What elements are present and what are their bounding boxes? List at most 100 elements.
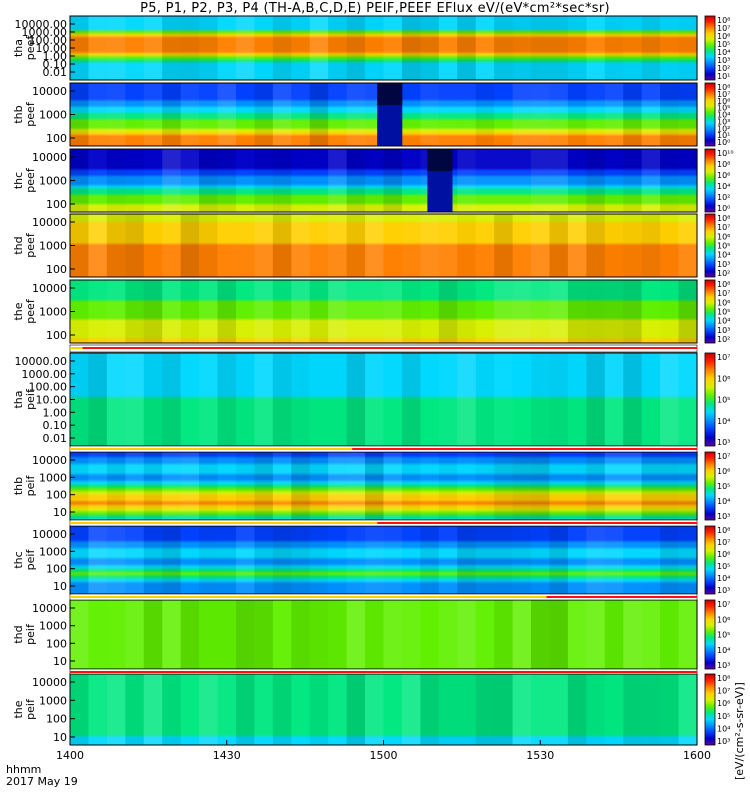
- spectrogram-column: [678, 280, 698, 343]
- spectrogram-column-shade: [309, 526, 329, 594]
- spectrogram-column-shade: [549, 353, 569, 446]
- spectrogram-column: [401, 214, 421, 277]
- date-label: 2017 May 19: [6, 775, 78, 788]
- spectrogram-column: [549, 83, 569, 146]
- spectrogram-column-shade: [143, 452, 163, 520]
- spectrogram-column-shade: [512, 214, 532, 277]
- y-tick-label: 1000: [39, 175, 67, 188]
- panel-ylabel-product: peef: [24, 167, 37, 193]
- y-tick-label: 10000: [32, 602, 67, 615]
- colorbar-tick-label: 10⁸: [717, 280, 730, 289]
- colorbar-tick-label: 10¹: [717, 72, 730, 81]
- spectrogram-column-shade: [125, 214, 145, 277]
- spectrogram-column: [623, 83, 643, 146]
- colorbar-tick-label: 10²: [717, 335, 730, 344]
- spectrogram-column-shade: [512, 280, 532, 343]
- spectrogram-column: [494, 353, 514, 446]
- spectrogram-column: [457, 452, 477, 520]
- spectrogram-column: [88, 600, 108, 669]
- spectrogram-column: [106, 280, 126, 343]
- spectrogram-column-shade: [531, 214, 551, 277]
- spectrogram-column-shade: [199, 526, 219, 594]
- spectrogram-column: [678, 214, 698, 277]
- spectrogram-column-shade: [217, 353, 237, 446]
- spectrogram-column: [660, 353, 680, 446]
- spectrogram-column: [494, 16, 514, 80]
- spectrogram-column-shade: [125, 674, 145, 745]
- spectrogram-column-shade: [678, 149, 698, 212]
- mode-separator-strip: [69, 593, 698, 601]
- spectrogram-column-shade: [218, 600, 237, 669]
- colorbar-tick-label: 10⁶: [717, 699, 730, 708]
- spectrogram-column: [143, 674, 163, 745]
- colorbar-tick-label: 10⁰: [717, 204, 730, 213]
- spectrogram-column-shade: [567, 16, 587, 80]
- colorbar-tick-label: 10⁷: [717, 353, 730, 362]
- spectrogram-column-shade: [162, 280, 182, 343]
- spectrogram-column-shade: [88, 526, 108, 594]
- colorbar-tick-label: 10⁴: [717, 646, 730, 655]
- spectrogram-column: [328, 353, 348, 446]
- spectrogram-column-shade: [586, 83, 606, 146]
- colorbar-tick-label: 10²: [717, 124, 730, 133]
- spectrogram-column-shade: [272, 280, 292, 343]
- spectrogram-column-shade: [604, 16, 624, 80]
- panel-thc-peif: 10000 1000 100 10 thc peif 10⁸ 10⁷ 10⁶ 10⁵ 10⁴ 10³: [12, 525, 730, 595]
- spectrogram-column-shade: [346, 674, 366, 745]
- panel-ylabel-product: peif: [24, 475, 37, 497]
- spectrogram-column-shade: [623, 600, 643, 669]
- spectrogram-column-shade: [70, 214, 90, 277]
- spectrogram-column-shade: [346, 600, 366, 669]
- spectrogram-column-shade: [512, 526, 532, 594]
- spectrogram-column: [272, 526, 292, 594]
- spectrogram-column-shade: [162, 83, 182, 146]
- spectrogram-column: [180, 674, 200, 745]
- spectrogram-column-shade: [660, 149, 680, 212]
- spectrogram-column: [70, 149, 90, 212]
- spectrogram-column: [346, 280, 366, 343]
- colorbar-tick-label: 10⁸: [717, 214, 730, 223]
- spectrogram-column-shade: [272, 600, 292, 669]
- spectrogram-column-shade: [457, 83, 477, 146]
- spectrogram-column-shade: [199, 149, 219, 212]
- spectrogram-column-shade: [88, 452, 108, 520]
- spectrogram-column-shade: [199, 452, 219, 520]
- spectrogram-column: [235, 149, 256, 212]
- spectrogram-column: [678, 526, 698, 594]
- spectrogram-column: [512, 674, 532, 745]
- spectrogram-column: [660, 149, 680, 212]
- spectrogram-column: [438, 353, 458, 446]
- spectrogram-column: [623, 280, 643, 343]
- spectrogram-column: [235, 280, 256, 343]
- spectrogram-column: [217, 149, 237, 212]
- spectrogram-column-shade: [678, 452, 698, 520]
- spectrogram-column: [328, 280, 348, 343]
- spectrogram-column: [106, 214, 126, 277]
- spectrogram-column: [586, 674, 606, 745]
- spectrogram-column-shade: [254, 452, 274, 520]
- spectrogram-column-shade: [401, 353, 421, 446]
- colorbar: [704, 279, 716, 344]
- spectrogram-column-shade: [70, 674, 90, 745]
- colorbar-tick-label: 10³: [717, 661, 730, 670]
- spectrogram-column: [199, 83, 219, 146]
- colorbar-tick-label: 10³: [717, 438, 730, 447]
- y-tick-label: 100: [46, 637, 67, 650]
- colorbar-tick-label: 10⁷: [717, 24, 730, 33]
- spectrogram-column-shade: [162, 600, 182, 669]
- spectrogram-column: [604, 16, 624, 80]
- spectrogram-column-shade: [401, 600, 421, 669]
- panel-ylabel-product: peef: [24, 35, 37, 61]
- colorbar-tick-label: 10³: [717, 586, 730, 595]
- spectrogram-column: [567, 353, 587, 446]
- spectrogram-column: [106, 674, 126, 745]
- colorbar-tick-label: 10⁴: [717, 497, 730, 506]
- y-tick-label: 1.00: [43, 406, 68, 419]
- spectrogram-column-shade: [512, 149, 532, 212]
- spectrogram-column: [309, 600, 329, 669]
- spectrogram-column: [199, 149, 219, 212]
- spectrogram-column-shade: [475, 83, 495, 146]
- spectrogram-column-shade: [106, 16, 126, 80]
